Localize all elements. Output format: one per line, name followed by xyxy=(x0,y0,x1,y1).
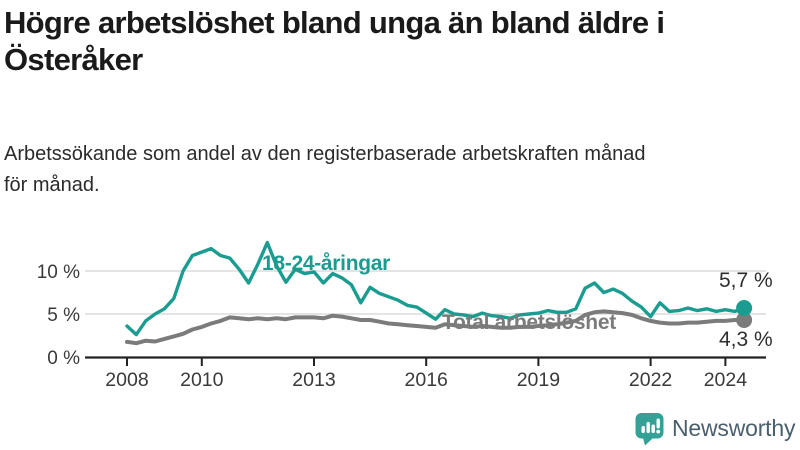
x-tick-label-2019: 2019 xyxy=(517,369,560,391)
youth-line xyxy=(125,240,746,337)
end-value-total: 4,3 % xyxy=(719,328,773,351)
chart-title-line2: Österåker xyxy=(4,42,143,77)
chart-subtitle: Arbetssökande som andel av den registerb… xyxy=(4,139,796,201)
total-line xyxy=(125,309,747,346)
x-tick-label-2010: 2010 xyxy=(180,369,224,391)
youth-end-dot xyxy=(736,299,753,316)
series-label-total: Total arbetslöshet xyxy=(442,311,616,334)
x-tick-label-2022: 2022 xyxy=(629,369,672,391)
end-value-youth: 5,7 % xyxy=(719,269,773,292)
x-tick-label-2008: 2008 xyxy=(105,369,148,391)
chart-subtitle-line1: Arbetssökande som andel av den registerb… xyxy=(4,143,646,165)
total-end-dot xyxy=(736,312,753,329)
newsworthy-wordmark: Newsworthy xyxy=(672,414,796,441)
newsworthy-logo: Newsworthy xyxy=(634,410,795,446)
y-tick-label-5: 5 % xyxy=(47,305,80,326)
x-tick-label-2016: 2016 xyxy=(405,369,448,391)
bar-chart-speech-bubble-icon xyxy=(635,413,664,446)
y-tick-label-0: 0 % xyxy=(47,348,80,369)
x-tick-label-2013: 2013 xyxy=(292,369,335,391)
chart-title-line1: Högre arbetslöshet bland unga än bland ä… xyxy=(4,5,665,40)
chart-title: Högre arbetslöshet bland unga än bland ä… xyxy=(4,4,796,78)
chart-subtitle-line2: för månad. xyxy=(4,174,100,196)
y-tick-label-10: 10 % xyxy=(37,262,80,283)
series-label-youth: 18-24-åringar xyxy=(262,252,390,275)
x-tick-label-2024: 2024 xyxy=(704,369,748,391)
